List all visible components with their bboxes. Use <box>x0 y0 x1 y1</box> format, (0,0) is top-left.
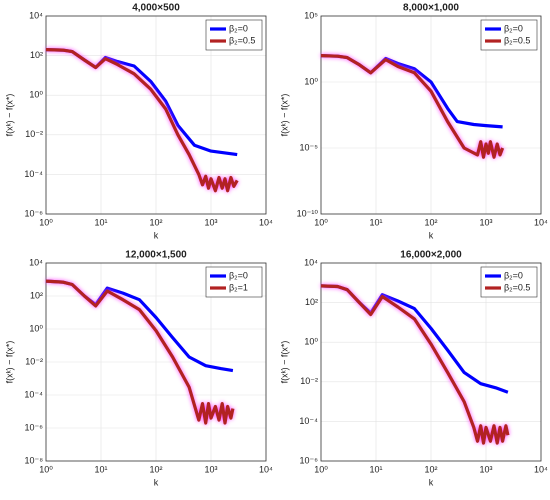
x-tick-label: 10⁰ <box>39 464 53 474</box>
x-tick-label: 10² <box>149 464 162 474</box>
series-line <box>45 48 239 193</box>
y-tick-label: 10⁰ <box>304 337 318 347</box>
chart-title: 4,000×500 <box>132 3 180 14</box>
x-tick-label: 10⁰ <box>39 217 53 227</box>
x-tick-label: 10³ <box>479 464 492 474</box>
x-tick-label: 10⁰ <box>314 217 328 227</box>
x-tick-label: 10² <box>424 217 437 227</box>
legend-box <box>205 266 263 298</box>
y-tick-label: 10⁴ <box>29 10 43 20</box>
legend-label: β₂=0 <box>229 270 248 280</box>
plot-frame <box>45 262 267 462</box>
legend-label: β₂=0 <box>504 270 523 280</box>
y-tick-label: 10⁻² <box>25 356 43 366</box>
x-axis-label: k <box>429 477 434 487</box>
series-line <box>320 54 505 159</box>
panel: 10⁰ 10¹ 10² 10³ 10⁴ 10⁻⁶ 10⁻⁴ 10⁻² 10⁰ 10² 10⁴ 4,00… <box>4 3 273 241</box>
y-tick-label: 10⁻⁸ <box>24 455 43 465</box>
y-tick-label: 10⁻⁴ <box>24 389 43 399</box>
x-tick-label: 10⁴ <box>534 464 548 474</box>
y-tick-label: 10⁰ <box>304 76 318 86</box>
x-axis-label: k <box>154 230 159 240</box>
series-line <box>45 279 235 425</box>
x-tick-label: 10³ <box>479 217 492 227</box>
x-tick-label: 10² <box>424 464 437 474</box>
x-tick-label: 10³ <box>204 464 217 474</box>
x-axis-label: k <box>154 477 159 487</box>
y-tick-label: 10⁻⁵ <box>300 142 319 152</box>
legend-label: β₂=0 <box>229 23 248 33</box>
legend-box <box>480 266 538 298</box>
y-tick-label: 10⁻⁶ <box>25 422 44 432</box>
y-tick-label: 10⁻² <box>300 376 318 386</box>
y-tick-label: 10⁻⁴ <box>24 169 43 179</box>
y-tick-label: 10⁻² <box>25 129 43 139</box>
chart-title: 16,000×2,000 <box>400 250 462 261</box>
y-tick-label: 10⁴ <box>304 257 318 267</box>
x-tick-label: 10¹ <box>94 217 107 227</box>
series-line <box>320 284 510 445</box>
y-axis-label: f(xᵏ) − f(x*) <box>279 341 289 384</box>
y-tick-label: 10⁻⁶ <box>300 455 319 465</box>
y-axis-label: f(xᵏ) − f(x*) <box>4 341 14 384</box>
plot-frame <box>320 262 542 462</box>
legend-box <box>205 19 263 51</box>
panel: 10⁰ 10¹ 10² 10³ 10⁴ 10⁻⁸ 10⁻⁶ 10⁻⁴ 10⁻² 10⁰ 10² 10⁴… <box>4 250 273 488</box>
plot-frame <box>45 15 267 215</box>
y-tick-label: 10² <box>305 297 318 307</box>
y-axis-label: f(xᵏ) − f(x*) <box>4 94 14 137</box>
y-tick-label: 10⁻⁶ <box>25 208 44 218</box>
x-tick-label: 10⁴ <box>259 464 273 474</box>
legend-label: β₂=0.5 <box>504 282 530 292</box>
x-tick-label: 10² <box>149 217 162 227</box>
panel: 10⁰ 10¹ 10² 10³ 10⁴ 10⁻⁶ 10⁻⁴ 10⁻² 10⁰ 10² 10⁴ 16,0… <box>279 250 548 488</box>
legend-label: β₂=0.5 <box>229 35 255 45</box>
y-tick-label: 10⁻⁴ <box>299 416 318 426</box>
y-tick-label: 10⁰ <box>29 90 43 100</box>
x-tick-label: 10⁴ <box>534 217 548 227</box>
x-tick-label: 10⁴ <box>259 217 273 227</box>
x-tick-label: 10³ <box>204 217 217 227</box>
x-tick-label: 10¹ <box>369 217 382 227</box>
panel: 10⁰ 10¹ 10² 10³ 10⁴ 10⁻¹⁰ 10⁻⁵ 10⁰ 10⁵ 8,000×1,00… <box>279 3 548 241</box>
legend-label: β₂=0.5 <box>504 35 530 45</box>
y-tick-label: 10⁴ <box>29 257 43 267</box>
y-tick-label: 10² <box>30 290 43 300</box>
x-tick-label: 10¹ <box>94 464 107 474</box>
x-axis-label: k <box>429 230 434 240</box>
chart-title: 12,000×1,500 <box>125 250 187 261</box>
chart-title: 8,000×1,000 <box>403 3 459 14</box>
y-tick-label: 10⁰ <box>29 323 43 333</box>
y-tick-label: 10² <box>30 50 43 60</box>
legend-label: β₂=0 <box>504 23 523 33</box>
legend-box <box>480 19 538 51</box>
legend-label: β₂=1 <box>229 282 248 292</box>
x-tick-label: 10⁰ <box>314 464 328 474</box>
x-tick-label: 10¹ <box>369 464 382 474</box>
y-axis-label: f(xᵏ) − f(x*) <box>279 94 289 137</box>
y-tick-label: 10⁻¹⁰ <box>297 208 319 218</box>
plot-frame <box>320 15 542 215</box>
y-tick-label: 10⁵ <box>304 10 318 20</box>
